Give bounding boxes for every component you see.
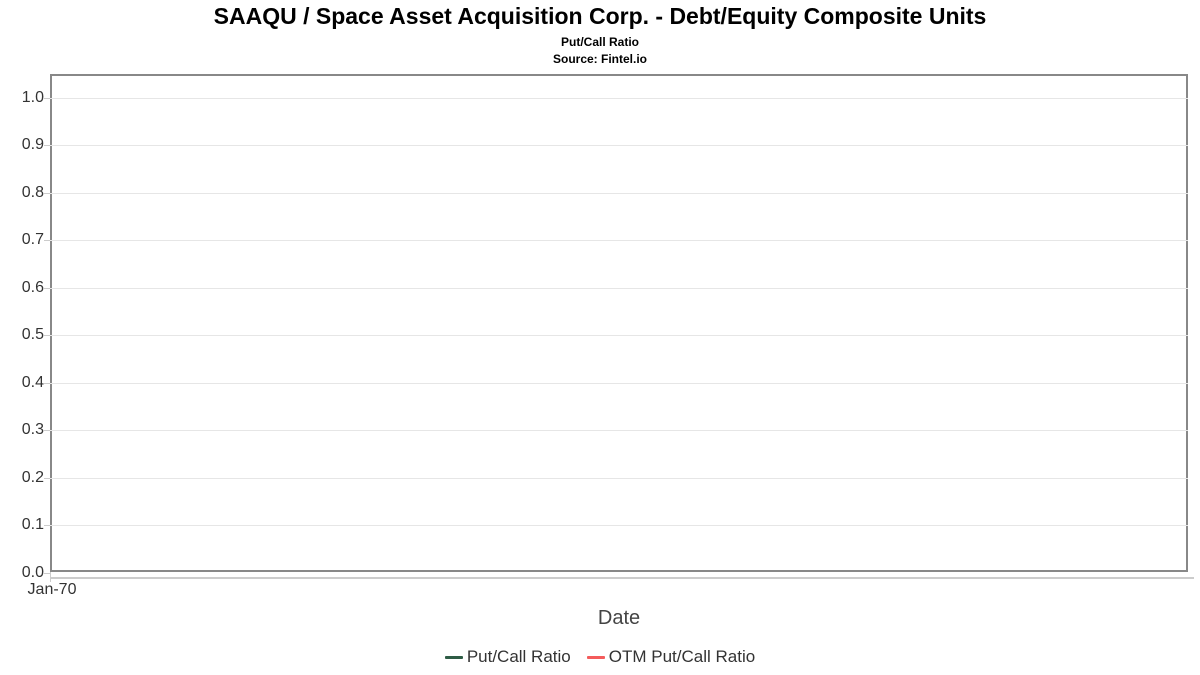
y-tick-mark (44, 430, 50, 431)
y-gridline (50, 145, 1188, 146)
y-gridline (50, 98, 1188, 99)
y-tick-label: 0.4 (21, 374, 44, 391)
y-tick-mark (44, 145, 50, 146)
y-tick-label: 1.0 (21, 89, 44, 106)
chart-source: Source: Fintel.io (552, 52, 647, 66)
x-tick-label: Jan-70 (27, 581, 77, 598)
y-tick-label: 0.3 (21, 421, 44, 438)
legend-item[interactable]: Put/Call Ratio (444, 647, 571, 667)
x-axis-line (50, 577, 1194, 579)
y-gridline (50, 430, 1188, 431)
y-tick-label: 0.1 (21, 516, 44, 533)
x-axis-title: Date (597, 607, 641, 629)
y-tick-label: 0.5 (21, 326, 44, 343)
y-gridline (50, 288, 1188, 289)
y-gridline (50, 335, 1188, 336)
y-gridline (50, 478, 1188, 479)
y-tick-label: 0.0 (21, 564, 44, 581)
chart-subtitle: Put/Call Ratio (560, 35, 639, 49)
legend: Put/Call Ratio OTM Put/Call Ratio (0, 647, 1200, 667)
y-tick-mark (44, 525, 50, 526)
y-gridline (50, 525, 1188, 526)
y-tick-mark (44, 240, 50, 241)
y-tick-label: 0.6 (21, 279, 44, 296)
y-tick-mark (44, 98, 50, 99)
y-gridline (50, 193, 1188, 194)
y-tick-label: 0.8 (21, 184, 44, 201)
y-gridline (50, 383, 1188, 384)
y-gridline (50, 240, 1188, 241)
legend-item[interactable]: OTM Put/Call Ratio (586, 647, 756, 667)
y-tick-label: 0.9 (21, 136, 44, 153)
y-tick-mark (44, 478, 50, 479)
y-tick-label: 0.2 (21, 469, 44, 486)
y-tick-mark (44, 193, 50, 194)
legend-line-icon (444, 655, 463, 659)
y-tick-mark (44, 288, 50, 289)
plot-area (50, 74, 1188, 572)
y-tick-mark (44, 383, 50, 384)
legend-label: Put/Call Ratio (466, 647, 571, 666)
legend-label: OTM Put/Call Ratio (608, 647, 756, 666)
legend-line-icon (586, 655, 605, 659)
y-tick-label: 0.7 (21, 231, 44, 248)
y-tick-mark (44, 335, 50, 336)
y-tick-mark (44, 573, 50, 574)
chart-title: SAAQU / Space Asset Acquisition Corp. - … (213, 3, 987, 29)
